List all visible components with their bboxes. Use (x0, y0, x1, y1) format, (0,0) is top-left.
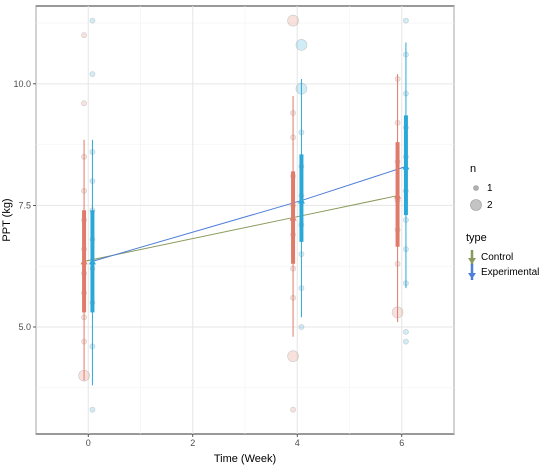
legend-size-label-1: 1 (487, 183, 493, 194)
x-tick-label: 0 (86, 438, 91, 448)
legend-experimental-label: Experimental (481, 267, 539, 278)
legend-control-key (468, 250, 476, 265)
data-point (81, 100, 87, 107)
data-point (403, 17, 409, 24)
data-point (81, 32, 87, 39)
legend-size-symbol-2 (470, 199, 482, 211)
data-point (298, 324, 305, 330)
data-point (287, 14, 299, 27)
mean-marker (297, 197, 305, 204)
y-tick-label: 5.0 (18, 322, 31, 332)
x-tick-label: 6 (399, 438, 404, 448)
legend-type-title: type (466, 232, 487, 244)
data-point (89, 71, 96, 77)
legend-experimental-key (468, 264, 476, 280)
y-tick-label: 7.5 (18, 200, 31, 210)
mean-marker (80, 257, 88, 265)
y-axis-title: PPT (kg) (1, 198, 13, 241)
data-point (403, 328, 409, 335)
gridlines (35, 6, 455, 434)
data-point (89, 17, 96, 24)
data-point (287, 350, 299, 362)
legend-size-label-2: 2 (487, 200, 493, 211)
data-point (89, 406, 96, 413)
y-tick-label: 10.0 (13, 79, 31, 89)
x-tick-label: 2 (190, 438, 195, 448)
x-tick-label: 4 (295, 438, 300, 448)
data-point (403, 338, 409, 345)
legend-type: type Control Experimental (466, 232, 539, 280)
data-point (290, 406, 296, 413)
mean-marker (394, 192, 402, 199)
legend-size-symbol-1 (473, 185, 479, 191)
legend-control-label: Control (481, 252, 513, 263)
error-bars (80, 42, 410, 386)
mean-marker (289, 214, 297, 221)
axis-ticks: 0 2 4 6 5.0 7.5 10.0 (13, 79, 404, 448)
mean-marker (88, 257, 96, 265)
mean-marker (402, 163, 410, 170)
x-axis-title: Time (Week) (214, 453, 276, 465)
legend-size: n 1 2 (470, 163, 493, 211)
legend-size-title: n (470, 163, 476, 175)
data-point (295, 39, 308, 51)
